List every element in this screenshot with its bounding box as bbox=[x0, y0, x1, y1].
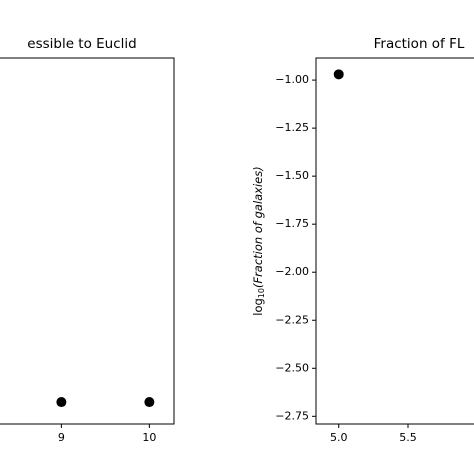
x-tick-label: 5.5 bbox=[399, 431, 417, 444]
data-point bbox=[333, 69, 344, 80]
x-tick-label: 9 bbox=[58, 431, 65, 444]
chart-title: Fraction of FL bbox=[374, 36, 465, 52]
data-point bbox=[144, 397, 155, 408]
y-axis-label: log10(Fraction of galaxies) bbox=[251, 166, 266, 316]
y-tick-label: −1.25 bbox=[275, 121, 309, 134]
x-tick-label: 10 bbox=[142, 431, 156, 444]
y-axis-label-base: log bbox=[251, 298, 265, 316]
plot-frame bbox=[315, 57, 474, 425]
y-tick-label: −2.25 bbox=[275, 313, 309, 326]
y-tick-label: −1.00 bbox=[275, 73, 309, 86]
y-axis-label-rest: (Fraction of galaxies) bbox=[251, 166, 265, 288]
y-tick-label: −2.75 bbox=[275, 409, 309, 422]
chart-title: essible to Euclid bbox=[27, 36, 136, 52]
x-tick-label: 5.0 bbox=[330, 431, 348, 444]
plot-frame bbox=[0, 57, 175, 425]
y-tick-label: −2.00 bbox=[275, 265, 309, 278]
y-tick-label: −1.75 bbox=[275, 217, 309, 230]
y-tick-label: −1.50 bbox=[275, 169, 309, 182]
y-axis-label-sub: 10 bbox=[257, 288, 266, 298]
y-tick-label: −2.50 bbox=[275, 361, 309, 374]
data-point bbox=[56, 397, 67, 408]
